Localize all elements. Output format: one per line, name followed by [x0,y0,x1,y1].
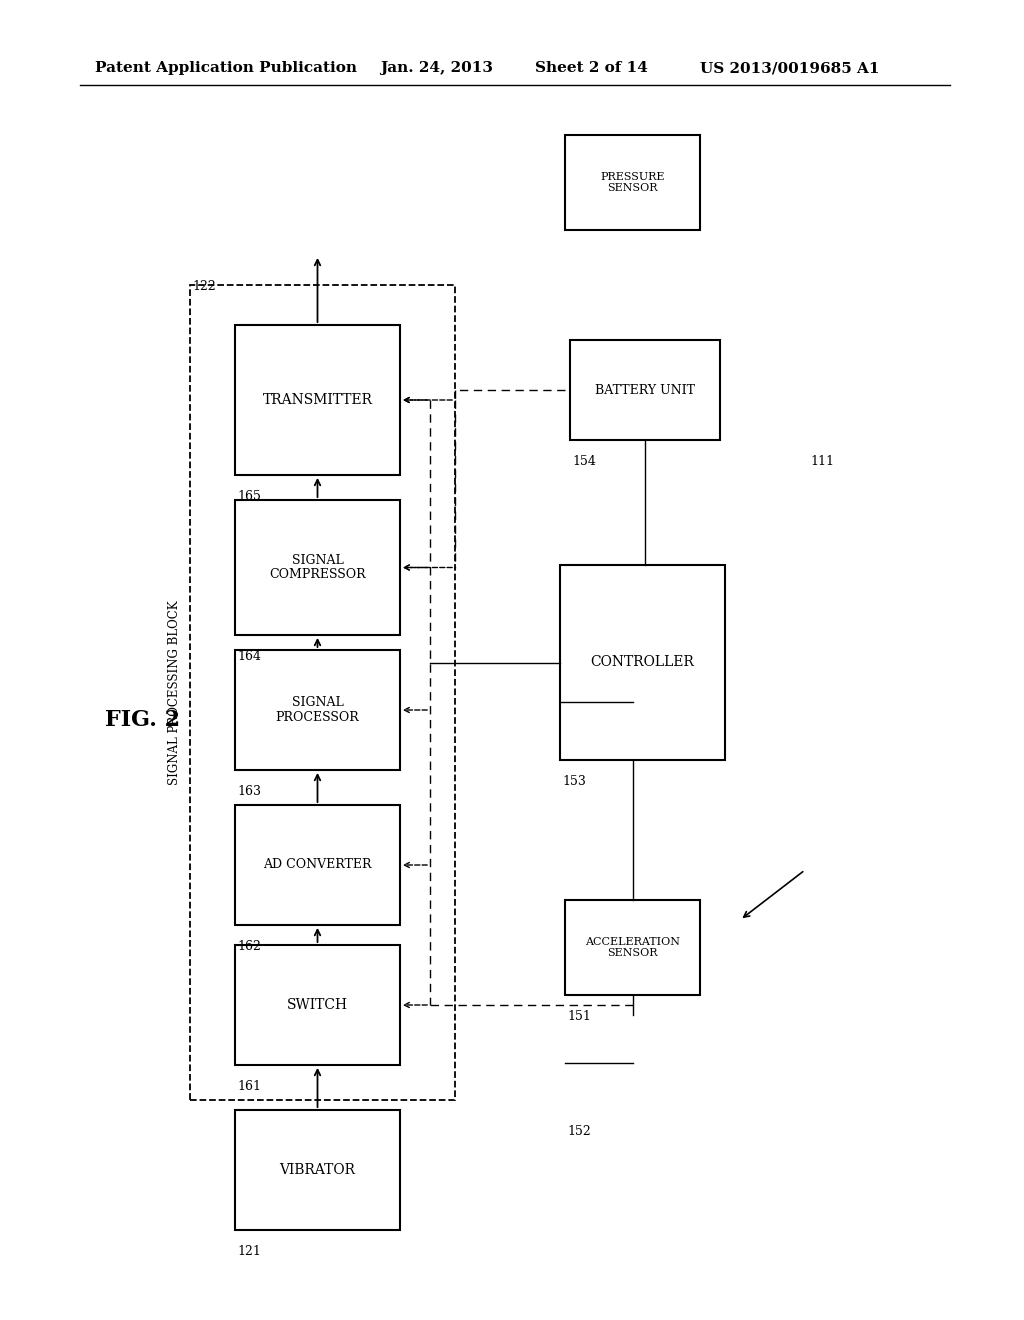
Text: 162: 162 [237,940,261,953]
Text: 164: 164 [237,649,261,663]
Text: SIGNAL PROCESSING BLOCK: SIGNAL PROCESSING BLOCK [169,601,181,785]
Text: ACCELERATION
SENSOR: ACCELERATION SENSOR [585,937,680,958]
Bar [190,285,455,1100]
Text: Patent Application Publication: Patent Application Publication [95,61,357,75]
Text: 121: 121 [237,1245,261,1258]
Text: 153: 153 [562,775,586,788]
Bar [234,805,400,925]
Bar [234,649,400,770]
Bar [565,135,700,230]
Text: 165: 165 [237,490,261,503]
Bar [570,341,720,440]
Text: 111: 111 [810,455,834,469]
Text: CONTROLLER: CONTROLLER [591,656,694,669]
Text: TRANSMITTER: TRANSMITTER [262,393,373,407]
Text: 122: 122 [193,280,216,293]
Text: 152: 152 [567,1125,591,1138]
Text: 161: 161 [237,1080,261,1093]
Text: AD CONVERTER: AD CONVERTER [263,858,372,871]
Bar [234,500,400,635]
Text: SIGNAL
COMPRESSOR: SIGNAL COMPRESSOR [269,553,366,582]
Bar [234,945,400,1065]
Text: 154: 154 [572,455,596,469]
Text: 151: 151 [567,1010,591,1023]
Text: SIGNAL
PROCESSOR: SIGNAL PROCESSOR [275,696,359,723]
Text: 163: 163 [237,785,261,799]
Text: PRESSURE
SENSOR: PRESSURE SENSOR [600,172,665,193]
Text: US 2013/0019685 A1: US 2013/0019685 A1 [700,61,880,75]
Text: FIG. 2: FIG. 2 [105,709,180,731]
Text: VIBRATOR: VIBRATOR [280,1163,355,1177]
Bar [560,565,725,760]
Text: SWITCH: SWITCH [287,998,348,1012]
Text: Jan. 24, 2013: Jan. 24, 2013 [380,61,493,75]
Text: BATTERY UNIT: BATTERY UNIT [595,384,695,396]
Bar [565,900,700,995]
Bar [234,1110,400,1230]
Text: Sheet 2 of 14: Sheet 2 of 14 [535,61,648,75]
Bar [234,325,400,475]
